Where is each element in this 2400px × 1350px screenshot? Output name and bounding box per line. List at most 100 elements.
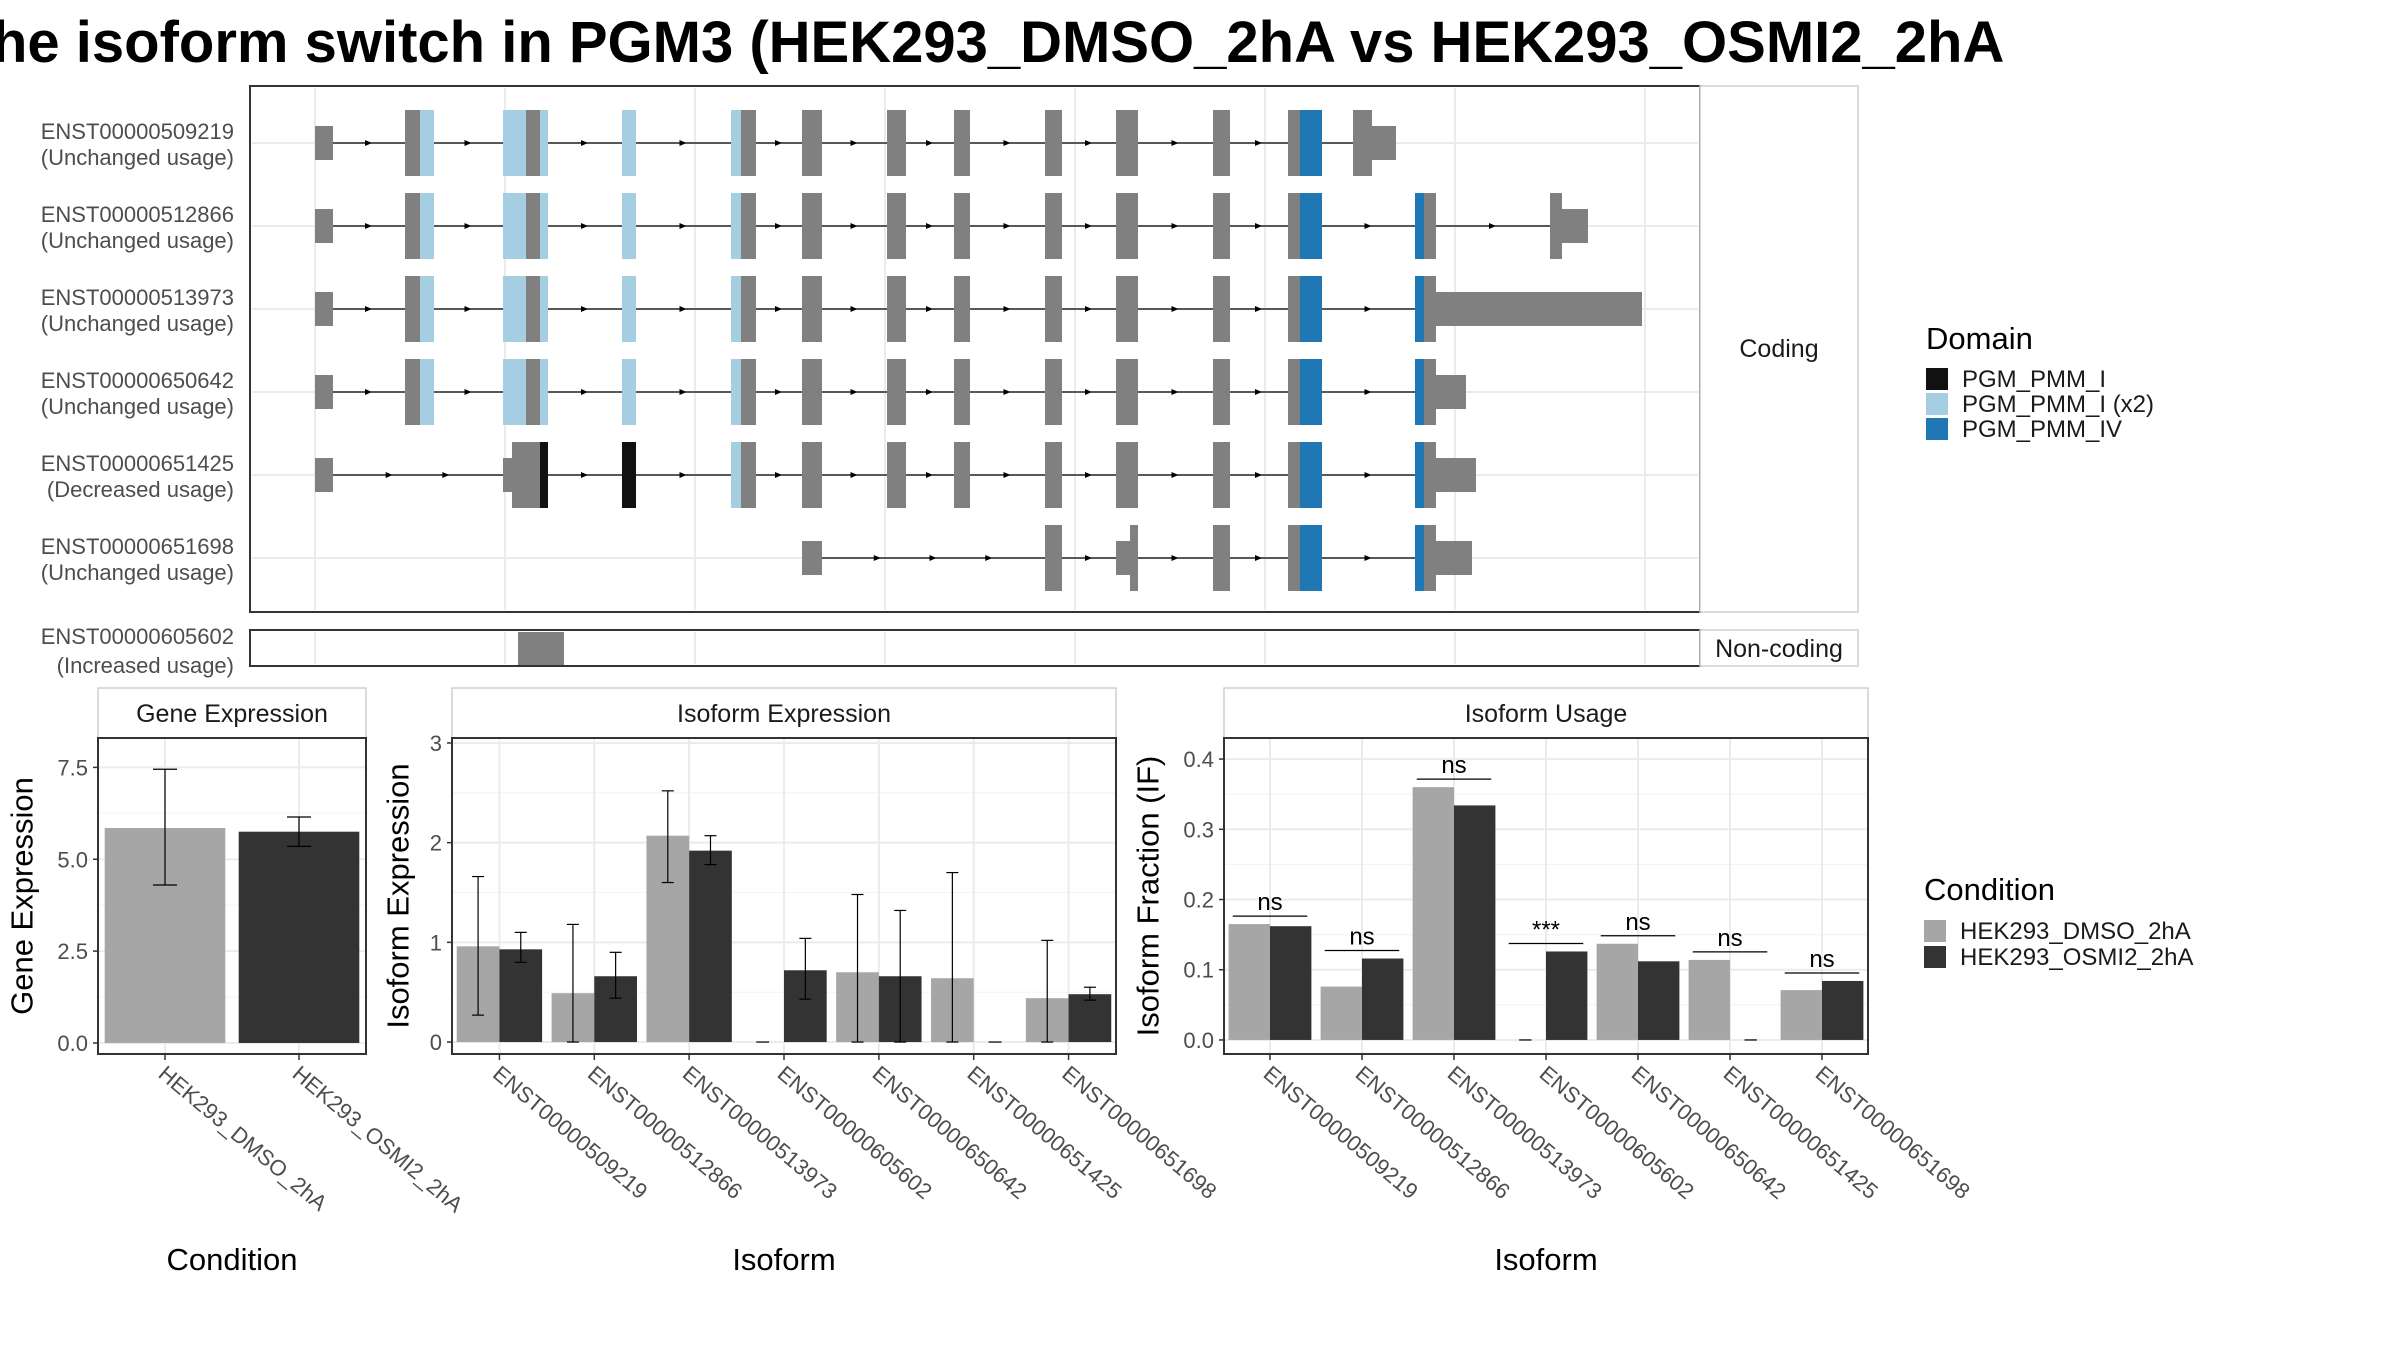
exon-block xyxy=(741,359,756,425)
bar xyxy=(1320,986,1362,1040)
noncoding-panel-frame xyxy=(249,629,1701,667)
panel-title: Gene Expression xyxy=(136,700,328,728)
x-tick-label: ENST00000651425 xyxy=(1719,1061,1883,1204)
condition-legend-title: Condition xyxy=(1924,872,2055,907)
exon-block xyxy=(420,359,434,425)
transcript-track xyxy=(315,442,1476,508)
y-tick-label: 5.0 xyxy=(57,847,88,872)
exon-block xyxy=(315,126,333,160)
exon-block xyxy=(1045,276,1062,342)
intron-arrow xyxy=(679,223,687,229)
transcript-track xyxy=(315,110,1396,176)
intron-arrow xyxy=(464,389,472,395)
intron-arrow xyxy=(1364,472,1372,478)
intron-arrow xyxy=(1085,389,1092,395)
exon-block xyxy=(1130,525,1138,591)
y-axis-title: Isoform Fraction (IF) xyxy=(1131,756,1166,1037)
intron-arrow xyxy=(1003,223,1011,229)
exon-block xyxy=(802,276,822,342)
intron-arrow xyxy=(679,140,687,146)
exon-block xyxy=(741,276,756,342)
exon-block xyxy=(315,292,333,326)
exon-block xyxy=(802,541,822,575)
exon-block xyxy=(1415,442,1424,508)
exon-block xyxy=(1300,359,1322,425)
exon-block xyxy=(1213,525,1230,591)
exon-block xyxy=(1116,193,1138,259)
intron-arrow xyxy=(1255,223,1262,229)
exon-block xyxy=(1353,110,1372,176)
exon-block xyxy=(315,375,333,409)
exon-block xyxy=(1045,442,1062,508)
exon-block xyxy=(1436,458,1476,492)
exon-block xyxy=(887,442,906,508)
legend-swatch-dmso xyxy=(1924,920,1946,942)
y-tick-label: 0.4 xyxy=(1183,747,1214,772)
legend-swatch-pgm-pmm-i-x2 xyxy=(1926,393,1948,415)
exon-block xyxy=(1424,276,1436,342)
coding-panel-frame xyxy=(249,85,1701,613)
exon-block xyxy=(420,193,434,259)
y-tick-label: 1 xyxy=(430,930,442,955)
exon-block xyxy=(741,442,756,508)
panel-frame xyxy=(97,737,367,1055)
bar xyxy=(1688,959,1730,1040)
exon-block xyxy=(540,359,548,425)
exon-block xyxy=(741,193,756,259)
intron-arrow xyxy=(581,472,588,478)
exon-block xyxy=(540,193,548,259)
intron-arrow xyxy=(850,389,858,395)
exon-block xyxy=(1213,442,1230,508)
legend-label-pgm-pmm-i-x2: PGM_PMM_I (x2) xyxy=(1962,391,2154,418)
exon-block xyxy=(1045,525,1062,591)
transcript-id-label: ENST00000512866 xyxy=(41,202,234,227)
intron-arrow xyxy=(1489,223,1496,229)
exon-block xyxy=(315,458,333,492)
noncoding-strip-label: Non-coding xyxy=(1715,635,1843,663)
exon-block xyxy=(731,359,741,425)
exon-block xyxy=(526,359,540,425)
bar xyxy=(1638,961,1680,1040)
intron-arrow xyxy=(365,140,372,146)
exon-block xyxy=(526,276,540,342)
x-tick-label: ENST00000512866 xyxy=(583,1061,747,1204)
exon-block xyxy=(1436,541,1472,575)
exon-block xyxy=(405,193,420,259)
intron-arrow xyxy=(1364,389,1372,395)
legend-label-osmi: HEK293_OSMI2_2hA xyxy=(1960,944,2193,971)
intron-arrow xyxy=(365,223,372,229)
exon-block xyxy=(1415,525,1424,591)
exon-block xyxy=(1300,525,1322,591)
exon-block xyxy=(405,359,420,425)
intron-arrow xyxy=(1255,306,1262,312)
exon-block xyxy=(503,276,526,342)
bar xyxy=(1412,787,1454,1040)
panel-title: Isoform Expression xyxy=(677,700,891,728)
exon-block xyxy=(518,632,564,665)
transcript-status-label: (Unchanged usage) xyxy=(41,560,234,585)
y-tick-label: 0 xyxy=(430,1030,442,1055)
noncoding-strip xyxy=(1699,629,1859,667)
intron-arrow xyxy=(581,306,588,312)
intron-arrow xyxy=(464,306,472,312)
intron-arrow xyxy=(581,223,588,229)
transcript-id-label: ENST00000651425 xyxy=(41,451,234,476)
bar xyxy=(1596,943,1638,1040)
x-tick-label: ENST00000513973 xyxy=(1443,1061,1607,1204)
coding-strip xyxy=(1699,85,1859,613)
bar xyxy=(689,850,732,1043)
exon-block xyxy=(526,110,540,176)
intron-arrow xyxy=(1003,306,1011,312)
x-tick-label: ENST00000509219 xyxy=(1259,1061,1423,1204)
exon-block xyxy=(1415,359,1424,425)
bar xyxy=(1228,924,1270,1040)
legend-label-pgm-pmm-iv: PGM_PMM_IV xyxy=(1962,416,2122,443)
intron-arrow xyxy=(1003,140,1011,146)
noncoding-transcripts xyxy=(314,632,1646,665)
intron-arrow xyxy=(1085,306,1092,312)
intron-arrow xyxy=(775,389,782,395)
exon-block xyxy=(540,442,548,508)
x-axis-title: Isoform xyxy=(1494,1242,1597,1277)
exon-block xyxy=(802,359,822,425)
intron-arrow xyxy=(985,555,993,561)
